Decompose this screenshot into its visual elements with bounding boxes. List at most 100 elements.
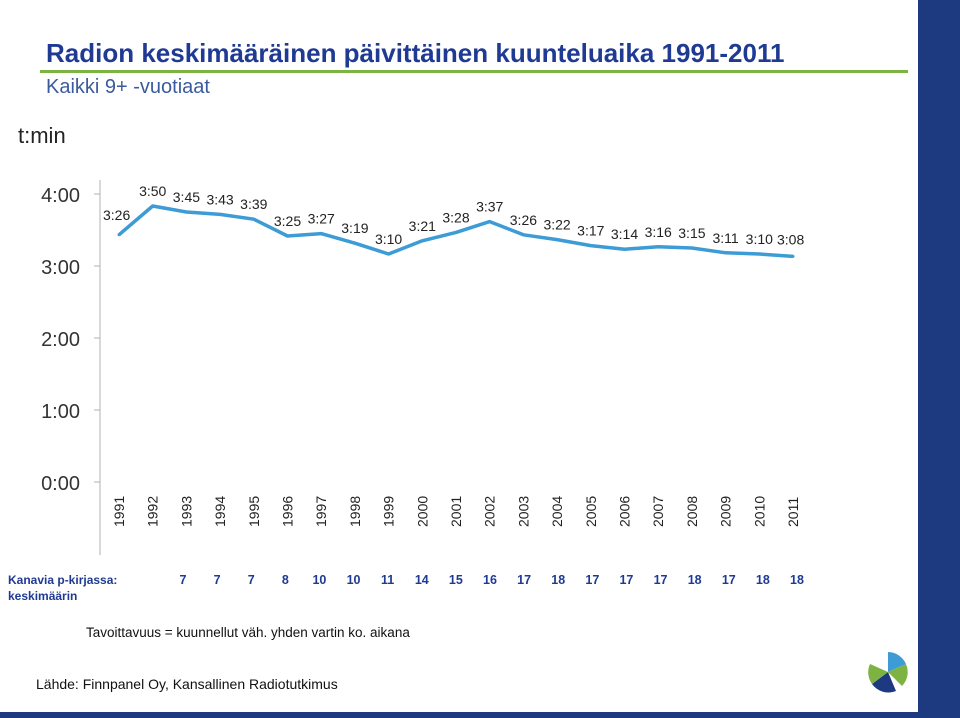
channel-count-value: 18 xyxy=(790,573,804,587)
page-title: Radion keskimääräinen päivittäinen kuunt… xyxy=(46,38,785,68)
channel-count-value: 7 xyxy=(248,573,255,587)
data-label: 3:16 xyxy=(645,224,672,240)
data-label: 3:08 xyxy=(777,231,804,247)
x-tick-label: 1997 xyxy=(313,496,329,527)
right-frame-bar xyxy=(918,0,960,718)
bottom-frame-bar xyxy=(0,712,960,718)
data-point xyxy=(387,252,391,256)
x-tick-label: 2010 xyxy=(751,496,767,527)
data-label: 3:50 xyxy=(139,183,166,199)
data-point xyxy=(252,217,256,221)
y-tick-label: 3:00 xyxy=(41,257,80,279)
channel-count-value: 17 xyxy=(722,573,736,587)
title-underline xyxy=(40,70,908,73)
data-label: 3:26 xyxy=(103,207,130,223)
data-point xyxy=(420,239,424,243)
data-label: 3:19 xyxy=(341,220,368,236)
data-label: 3:39 xyxy=(240,196,267,212)
x-tick-label: 1999 xyxy=(381,496,397,527)
x-tick-label: 2008 xyxy=(684,496,700,527)
channel-count-value: 11 xyxy=(381,573,394,587)
channel-count-value: 16 xyxy=(483,573,497,587)
channels-label-line1: Kanavia p-kirjassa: xyxy=(8,573,118,587)
finnpanel-logo xyxy=(868,652,908,693)
data-point xyxy=(488,220,492,224)
data-point xyxy=(184,210,188,214)
y-tick-label: 1:00 xyxy=(41,401,80,423)
channel-count-value: 18 xyxy=(688,573,702,587)
data-label: 3:11 xyxy=(712,230,738,246)
data-point xyxy=(555,238,559,242)
data-label: 3:45 xyxy=(173,189,200,205)
channel-count-value: 7 xyxy=(180,573,187,587)
channel-count-value: 8 xyxy=(282,573,289,587)
channel-count-value: 14 xyxy=(415,573,429,587)
channel-count-value: 17 xyxy=(619,573,633,587)
data-label: 3:10 xyxy=(375,231,402,247)
data-point xyxy=(724,251,728,255)
channel-count-value: 17 xyxy=(517,573,531,587)
data-point xyxy=(286,234,289,238)
data-label: 3:43 xyxy=(206,191,233,207)
data-label: 3:22 xyxy=(543,217,570,233)
x-tick-label: 2011 xyxy=(785,497,801,527)
x-tick-label: 1991 xyxy=(111,496,127,527)
x-tick-label: 2005 xyxy=(583,496,599,527)
y-unit-label: t:min xyxy=(18,123,66,148)
x-tick-label: 2007 xyxy=(650,496,666,527)
data-point xyxy=(791,254,795,258)
x-tick-label: 1993 xyxy=(178,496,194,527)
channel-count-value: 17 xyxy=(585,573,599,587)
x-tick-label: 2009 xyxy=(718,496,734,527)
channel-count-value: 15 xyxy=(449,573,463,587)
x-tick-label: 1995 xyxy=(246,496,262,527)
data-label: 3:27 xyxy=(308,211,335,227)
channels-label: Kanavia p-kirjassa: keskimäärin xyxy=(8,572,117,604)
x-tick-label: 1996 xyxy=(280,496,296,527)
y-tick-label: 2:00 xyxy=(41,329,80,351)
x-tick-label: 1992 xyxy=(145,496,161,527)
channel-count-value: 10 xyxy=(312,573,326,587)
data-label: 3:17 xyxy=(577,223,604,239)
x-tick-label: 2003 xyxy=(515,496,531,527)
data-point xyxy=(757,252,761,256)
data-point xyxy=(353,241,357,245)
data-point xyxy=(521,233,525,237)
x-tick-label: 2001 xyxy=(448,496,464,527)
reach-note: Tavoittavuus = kuunnellut väh. yhden var… xyxy=(86,625,410,640)
channel-count-value: 10 xyxy=(347,573,361,587)
data-label: 3:26 xyxy=(510,212,537,228)
x-tick-label: 1994 xyxy=(212,496,228,527)
data-point xyxy=(218,212,222,216)
data-point xyxy=(117,233,121,237)
data-label: 3:21 xyxy=(409,218,436,234)
data-point xyxy=(589,244,593,248)
data-label: 3:10 xyxy=(746,231,773,247)
data-label: 3:37 xyxy=(476,199,503,215)
data-label: 3:14 xyxy=(611,226,638,242)
page-subtitle: Kaikki 9+ -vuotiaat xyxy=(46,76,210,98)
data-label: 3:15 xyxy=(678,225,705,241)
channel-count-value: 7 xyxy=(214,573,221,587)
channels-label-line2: keskimäärin xyxy=(8,589,78,603)
channel-count-value: 17 xyxy=(654,573,668,587)
data-point xyxy=(151,204,155,208)
x-tick-label: 2002 xyxy=(482,496,498,527)
data-label: 3:25 xyxy=(274,213,301,229)
data-label: 3:28 xyxy=(442,209,469,225)
source-text: Lähde: Finnpanel Oy, Kansallinen Radiotu… xyxy=(36,676,338,692)
x-tick-label: 2000 xyxy=(414,496,430,527)
y-tick-label: 4:00 xyxy=(41,185,80,207)
data-point xyxy=(690,246,694,250)
channel-count-value: 18 xyxy=(551,573,565,587)
data-point xyxy=(454,230,458,234)
data-point xyxy=(623,247,626,251)
x-tick-label: 2006 xyxy=(617,496,633,527)
data-point xyxy=(319,232,323,236)
data-point xyxy=(656,245,660,249)
y-tick-label: 0:00 xyxy=(41,473,80,495)
channel-count-value: 18 xyxy=(756,573,770,587)
x-tick-label: 1998 xyxy=(347,496,363,527)
x-tick-label: 2004 xyxy=(549,496,565,527)
